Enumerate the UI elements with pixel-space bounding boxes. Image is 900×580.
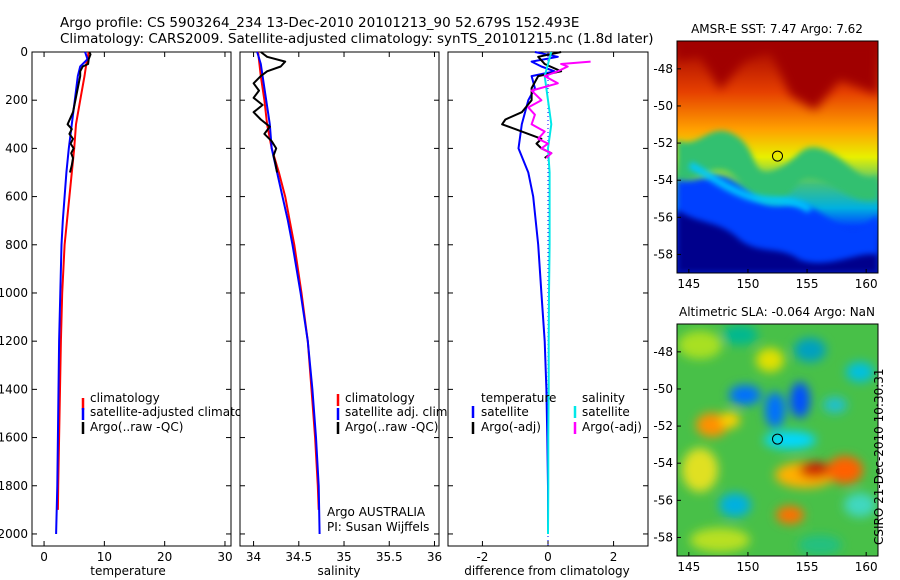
legend-label-satellite-adjusted: satellite-adjusted climatology [90,405,268,419]
sla-map-axis: 145 150 155 160 -58 -56 -54 -52 -50 -48 [653,345,877,574]
x-tick-label: 155 [796,277,819,291]
series-line-temperature-argo-adj- [501,51,563,159]
y-tick-label: -48 [653,62,673,76]
temperature-panel: 0 10 20 30 0 200 400 600 800 1000 1200 1400 1600 1800… [0,45,268,578]
x-tick-label: 20 [157,550,172,564]
series-line-satellite-adjusted-climatology [55,51,89,535]
legend-label-climatology: climatology [345,391,415,405]
temperature-xlabel: temperature [90,564,165,578]
y-tick-label: -58 [653,247,673,261]
y-tick-label: -56 [653,493,673,507]
x-tick-label: 36 [427,550,442,564]
legend-label-argo: Argo(..raw -QC) [345,420,438,434]
difference-lines [501,51,591,535]
difference-xlabel: difference from climatology [464,564,630,578]
x-tick-label: 35.5 [376,550,403,564]
y-tick-label: 1000 [0,286,28,300]
x-tick-label: 35 [336,550,351,564]
sla-heatmap [677,324,878,556]
sst-heatmap [677,41,878,273]
series-line-salinity-argo-adj- [527,60,591,159]
sst-map-title: AMSR-E SST: 7.47 Argo: 7.62 [691,22,863,36]
legend-label-argo: Argo(..raw -QC) [90,420,183,434]
y-tick-label: -52 [653,136,673,150]
x-tick-label: 155 [796,560,819,574]
y-tick-label: -52 [653,419,673,433]
x-tick-label: 10 [97,550,112,564]
x-tick-label: 160 [855,277,878,291]
y-tick-label: 1200 [0,334,28,348]
annotation-pi: PI: Susan Wijffels [327,520,429,534]
sla-argo-marker [772,433,783,445]
salinity-axis: 34 34.5 35 35.5 36 [240,51,442,564]
salinity-panel: 34 34.5 35 35.5 36 salinity climatology sate… [239,51,451,578]
y-tick-label: -50 [653,99,673,113]
x-tick-label: 150 [736,277,759,291]
annotation-argo-australia: Argo AUSTRALIA [327,505,426,519]
sla-map-title: Altimetric SLA: -0.064 Argo: NaN [679,305,875,319]
legend-label-temp-argo: Argo(-adj) [481,420,541,434]
x-tick-label: 30 [217,550,232,564]
x-tick-label: 0 [544,550,552,564]
series-line-salinity-satellite [543,51,553,535]
y-tick-label: -48 [653,345,673,359]
series-line-climatology [56,51,90,510]
salinity-xlabel: salinity [317,564,360,578]
watermark: CSIRO 21-Dec-2010 10:30:31 [872,368,886,545]
y-tick-label: 1400 [0,382,28,396]
legend-title-salinity: salinity [582,391,625,405]
y-tick-label: 0 [20,45,28,59]
y-tick-label: -54 [653,173,673,187]
x-tick-label: 145 [677,560,700,574]
x-tick-label: 34.5 [285,550,312,564]
y-tick-label: 600 [5,190,28,204]
salinity-lines [252,51,321,535]
sst-map: AMSR-E SST: 7.47 Argo: 7.62 145 150 155 160… [653,22,879,291]
temperature-axis: 0 10 20 30 0 200 400 600 800 1000 1200 1400 1600 1800… [0,45,233,564]
y-tick-label: -50 [653,382,673,396]
sla-map: Altimetric SLA: -0.064 Argo: NaN [653,305,879,574]
y-tick-label: 2000 [0,527,28,541]
y-tick-label: -54 [653,456,673,470]
x-tick-label: 0 [40,550,48,564]
legend-title-temperature: temperature [481,391,556,405]
difference-panel: -2 0 2 difference from climatology tempera… [447,51,649,578]
y-tick-label: 1600 [0,431,28,445]
temperature-legend: climatology satellite-adjusted climatolo… [81,391,268,434]
sst-argo-marker [772,150,783,162]
legend-label-sal-satellite: satellite [582,405,630,419]
salinity-legend: climatology satellite adj. clim. Argo(..… [336,391,451,434]
series-line-argo-raw-qc- [252,51,287,173]
x-tick-label: 2 [610,550,618,564]
y-tick-label: -58 [653,530,673,544]
series-line-satellite-adj-clim- [256,51,321,535]
x-tick-label: 34 [246,550,261,564]
series-line-temperature-satellite [517,51,559,534]
difference-axis: -2 0 2 [448,51,648,564]
y-tick-label: 400 [5,141,28,155]
header-line2: Climatology: CARS2009. Satellite-adjuste… [60,31,653,47]
series-line-argo-raw-qc- [66,51,92,173]
x-tick-label: 145 [677,277,700,291]
legend-label-sal-argo: Argo(-adj) [582,420,642,434]
y-tick-label: 800 [5,238,28,252]
header-line1: Argo profile: CS 5903264_234 13-Dec-2010… [60,15,579,31]
legend-label-satellite-adj: satellite adj. clim. [345,405,451,419]
x-tick-label: 160 [855,560,878,574]
x-tick-label: 150 [736,560,759,574]
y-tick-label: -56 [653,210,673,224]
legend-label-temp-satellite: satellite [481,405,529,419]
temperature-lines [55,51,92,535]
sst-map-axis: 145 150 155 160 -58 -56 -54 -52 -50 -48 [653,62,877,291]
legend-label-climatology: climatology [90,391,160,405]
difference-legend: temperature salinity satellite Argo(-adj… [471,391,642,434]
x-tick-label: -2 [476,550,488,564]
y-tick-label: 1800 [0,479,28,493]
y-tick-label: 200 [5,93,28,107]
